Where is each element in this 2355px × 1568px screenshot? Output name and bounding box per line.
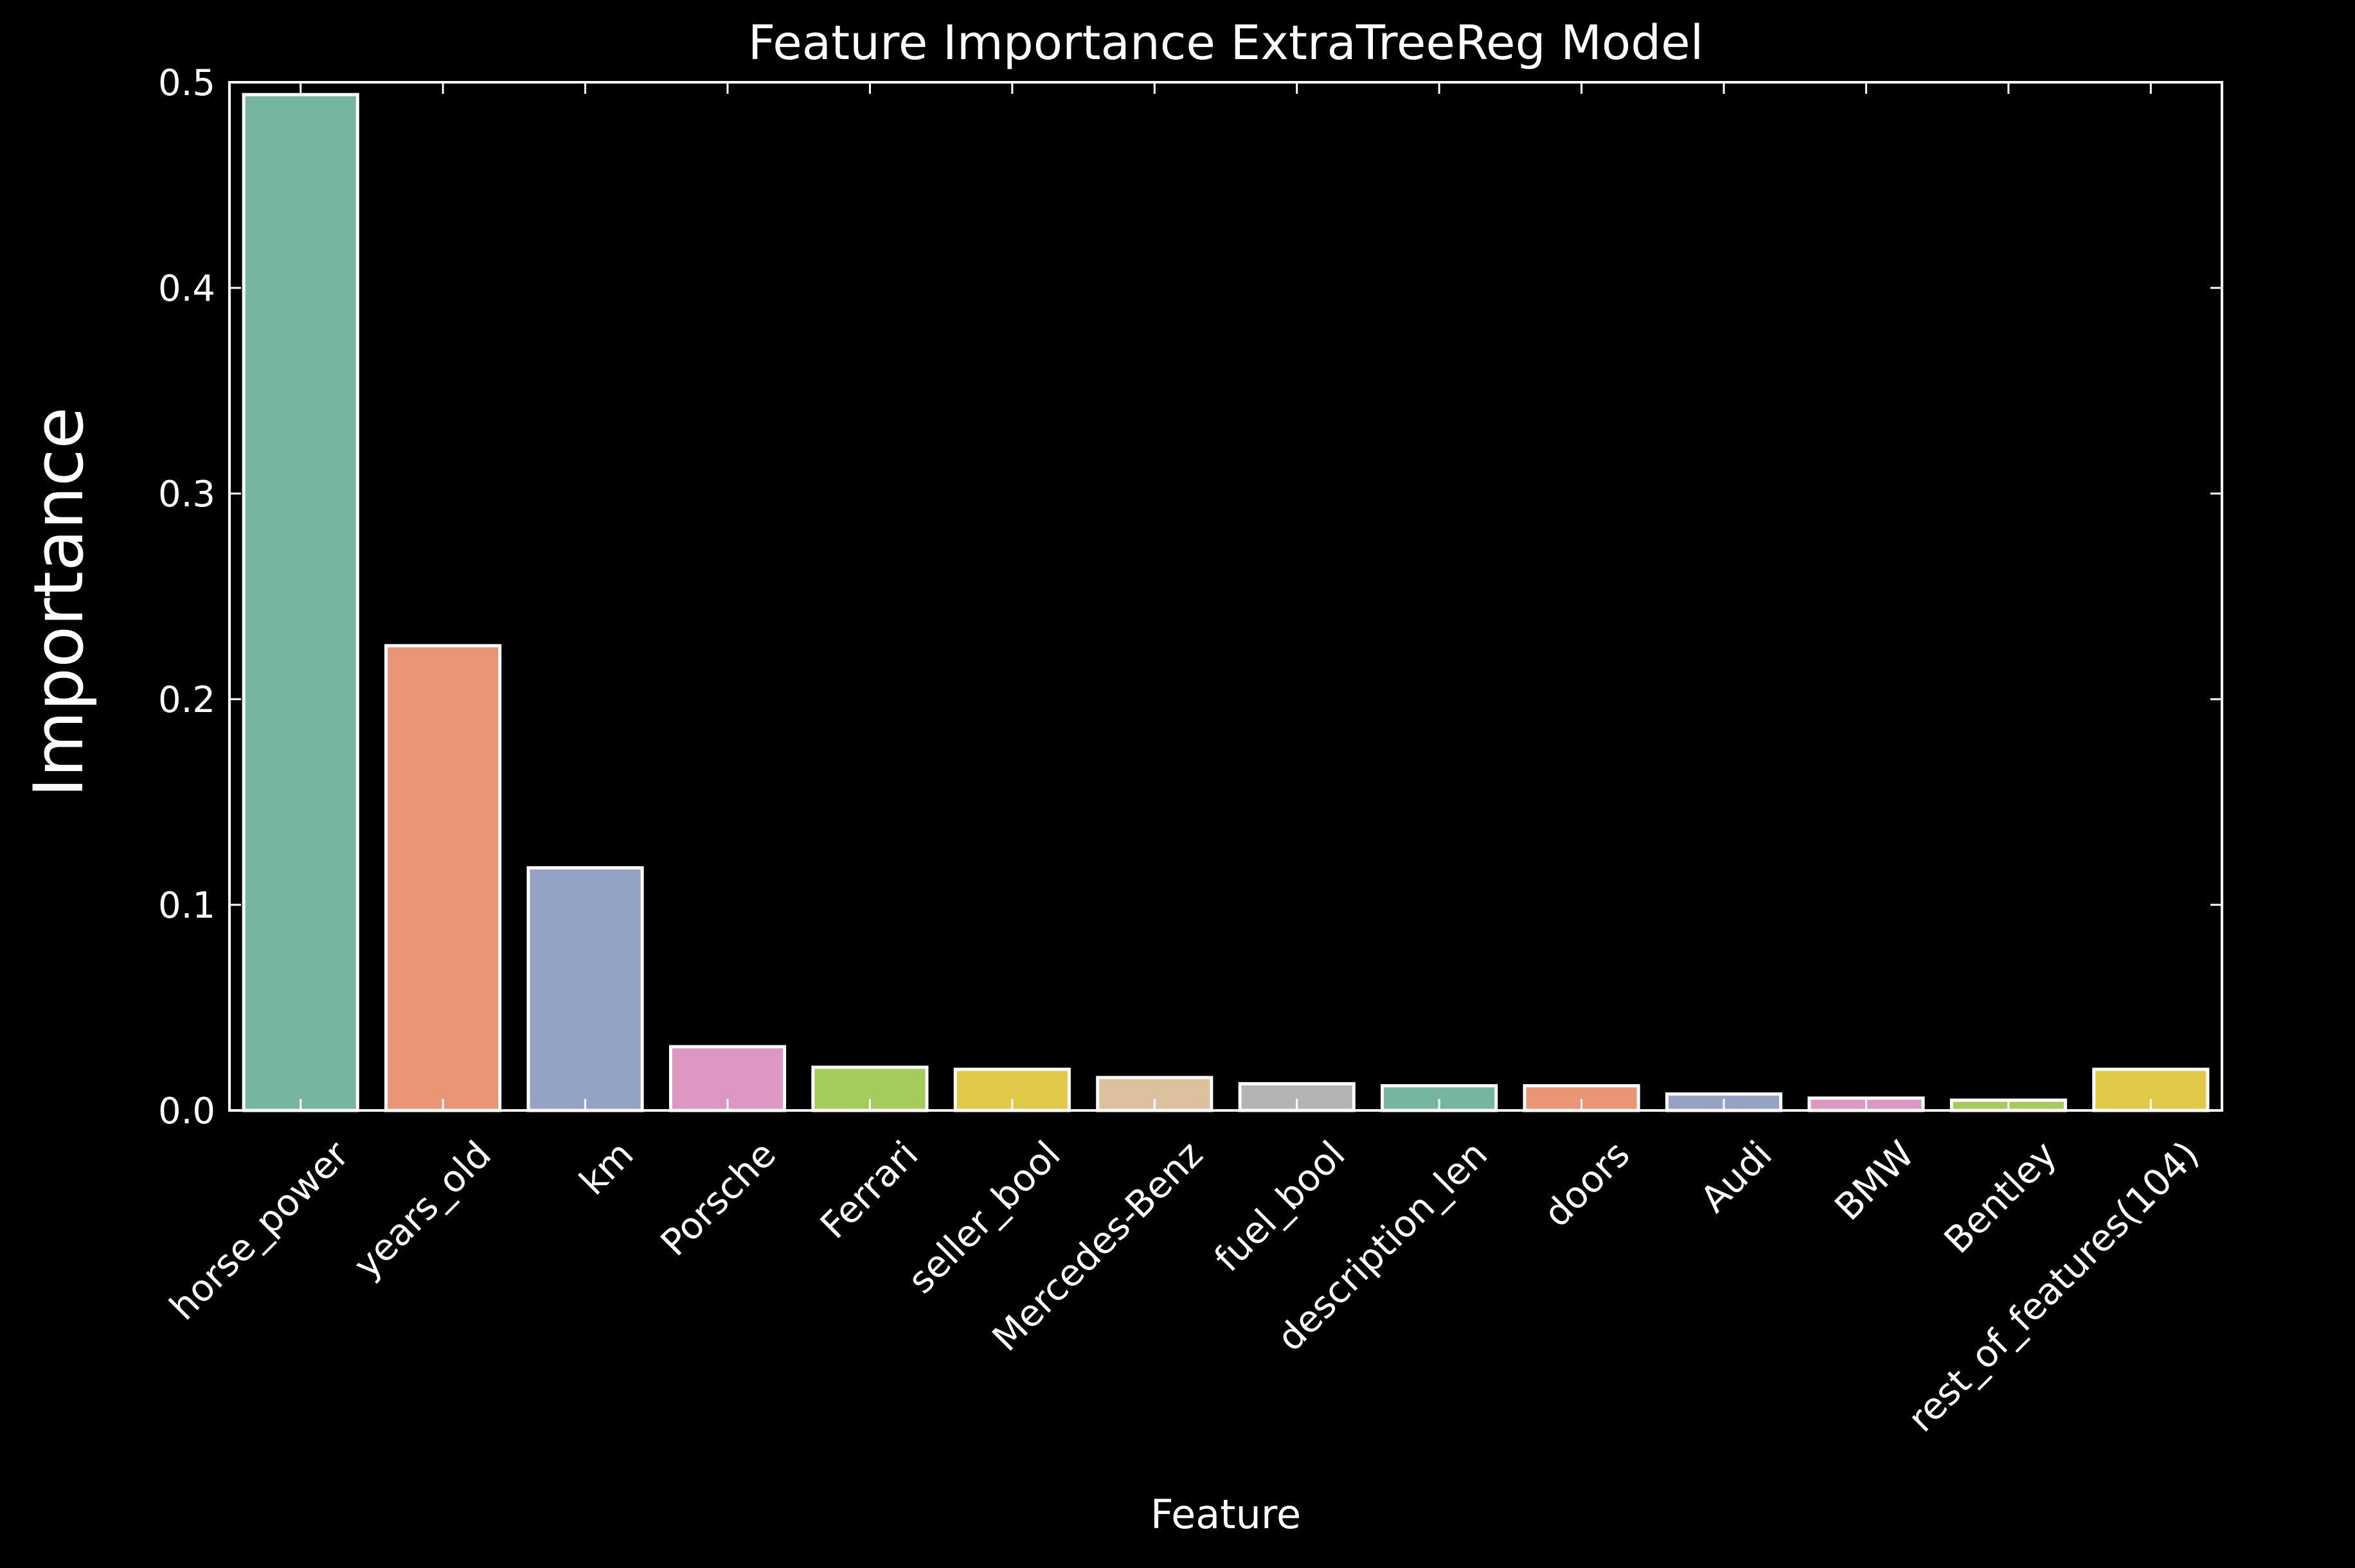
chart-title: Feature Importance ExtraTreeReg Model bbox=[748, 15, 1704, 71]
y-tick-label: 0.1 bbox=[158, 885, 215, 927]
bars-layer bbox=[242, 93, 2210, 1112]
y-tick-label: 0.0 bbox=[158, 1091, 215, 1132]
bar-fuel-bool bbox=[1238, 1082, 1356, 1112]
bar-years-old bbox=[384, 644, 502, 1112]
y-axis-label: Importance bbox=[19, 407, 98, 797]
y-tick-label: 0.4 bbox=[158, 268, 215, 310]
bar-horse-power bbox=[242, 93, 359, 1112]
y-tick-label: 0.5 bbox=[158, 62, 215, 104]
y-tick-label: 0.2 bbox=[158, 679, 215, 721]
bar-rest-of-features-104 bbox=[2092, 1067, 2210, 1112]
bar-km bbox=[526, 866, 644, 1112]
y-tick-label: 0.3 bbox=[158, 474, 215, 515]
plot-frame bbox=[228, 81, 2223, 1112]
x-axis-label: Feature bbox=[1151, 1491, 1301, 1538]
